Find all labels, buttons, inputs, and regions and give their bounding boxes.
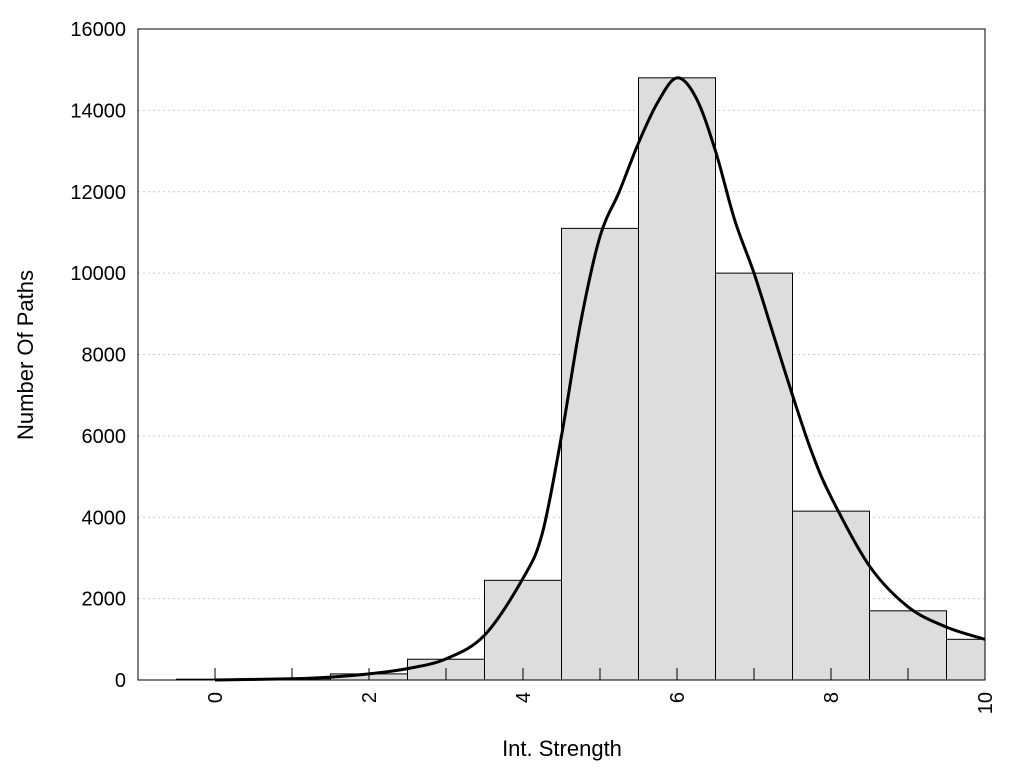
y-tick-label: 0 (115, 670, 126, 692)
y-axis-ticks: 0 2000 4000 6000 8000 10000 12000 14000 16000 (70, 19, 126, 692)
y-axis-label: Number Of Paths (13, 270, 38, 440)
x-axis-label: Int. Strength (502, 736, 622, 761)
y-tick-label: 6000 (82, 426, 127, 448)
y-tick-label: 8000 (82, 345, 127, 367)
x-tick-label: 0 (205, 692, 227, 703)
y-tick-label: 14000 (70, 100, 126, 122)
histogram-bar (792, 510, 870, 681)
histogram-bar (561, 227, 639, 681)
fit-curve (214, 76, 986, 682)
y-tick-label: 16000 (70, 19, 126, 41)
plot-frame (137, 28, 986, 681)
x-tick-label: 8 (821, 692, 843, 703)
y-tick-label: 10000 (70, 263, 126, 285)
x-tick-label: 6 (667, 692, 689, 703)
histogram-bar (484, 579, 562, 681)
histogram-bar (715, 272, 793, 681)
bars (176, 77, 986, 681)
x-tick-label: 4 (513, 692, 535, 703)
x-tick-label: 10 (975, 692, 997, 714)
y-tick-label: 4000 (82, 507, 127, 529)
x-axis-ticks: 0 2 4 6 8 10 (205, 668, 997, 714)
histogram-bar (946, 638, 986, 681)
y-tick-label: 12000 (70, 182, 126, 204)
histogram-bar (638, 77, 716, 681)
fit-curve-line (214, 76, 986, 682)
x-tick-label: 2 (359, 692, 381, 703)
y-tick-label: 2000 (82, 589, 127, 611)
